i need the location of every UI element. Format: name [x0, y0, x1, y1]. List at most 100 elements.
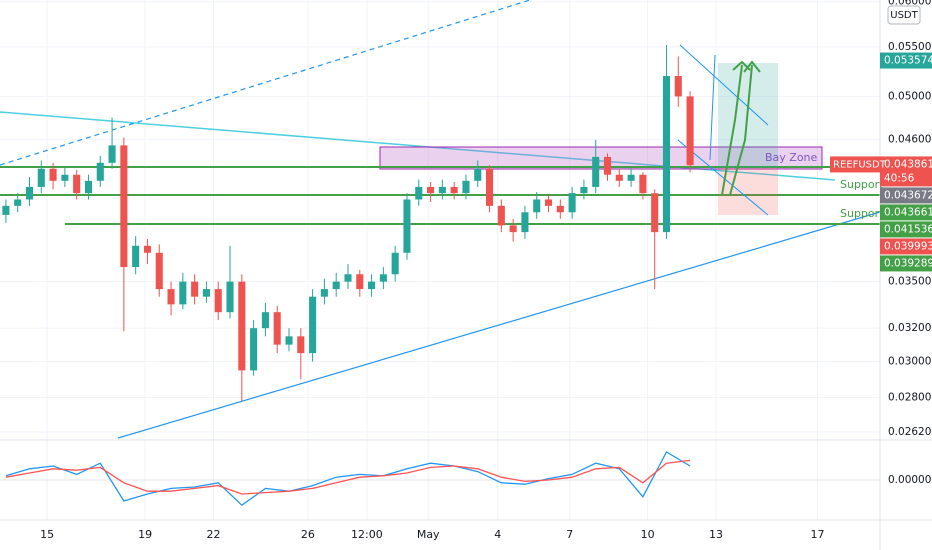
- price-tag-label: 0.039993: [884, 240, 932, 252]
- candle-body: [544, 199, 553, 206]
- currency-box: USDT: [887, 5, 921, 25]
- candle-body: [368, 281, 376, 290]
- x-tick-label: 17: [810, 528, 824, 541]
- arrow-head: [743, 60, 761, 73]
- price-tag-label: 0.039289: [884, 257, 932, 269]
- candle-body: [686, 96, 694, 166]
- candle-body: [603, 156, 612, 175]
- price-tag-box: [880, 204, 932, 221]
- x-tick-label: 15: [40, 528, 54, 541]
- candle-body: [191, 281, 199, 297]
- candle-body: [73, 174, 81, 194]
- stop-box: [718, 168, 778, 215]
- candle-body: [320, 289, 328, 297]
- candle-body: [226, 281, 234, 313]
- x-tick-label: 19: [138, 528, 152, 541]
- x-tick-label: 7: [566, 528, 573, 541]
- price-tag-box: [880, 255, 932, 272]
- x-tick-label: 10: [641, 528, 655, 541]
- wedge-line: [679, 44, 769, 126]
- countdown: 40:56: [884, 172, 915, 184]
- price-tag: 0.053574: [880, 52, 932, 69]
- price-tag: 0.043861 40:56 REEFUSDT: [830, 156, 932, 187]
- candle-body: [415, 186, 423, 200]
- candle-body: [250, 328, 258, 371]
- candle-body: [521, 212, 529, 233]
- trend-line-dashed: [0, 0, 531, 166]
- candle-body: [509, 225, 517, 233]
- price-tag: 0.043672: [880, 187, 932, 204]
- x-tick-label: 22: [207, 528, 221, 541]
- candle-body: [438, 186, 446, 194]
- price-tag-label: 0.053574: [884, 55, 932, 67]
- price-tag: 0.039289: [880, 255, 932, 272]
- macd-line: [5, 459, 691, 495]
- y-tick-label: 0.026200: [888, 426, 932, 438]
- support-trend-line: [117, 211, 881, 439]
- price-tag-box: [880, 187, 932, 204]
- arrow: [721, 64, 743, 196]
- candle-body: [273, 312, 281, 345]
- candle-body: [84, 180, 93, 194]
- candle-body: [391, 252, 399, 275]
- candle-body: [202, 289, 210, 297]
- candle-body: [332, 281, 340, 290]
- price-tag: 0.039993: [880, 238, 932, 255]
- arrow: [729, 64, 753, 196]
- candle-body: [167, 289, 175, 305]
- candle-body: [344, 274, 352, 282]
- candle-body: [379, 274, 387, 282]
- candle-body: [108, 145, 116, 163]
- price-tag-label: 0.043672: [884, 189, 932, 201]
- candle-body: [261, 312, 269, 329]
- candle-body: [61, 174, 69, 181]
- candle-body: [143, 245, 151, 253]
- candle-body: [309, 296, 317, 354]
- candle-body: [580, 186, 588, 194]
- candle-body: [674, 76, 682, 97]
- wedge-line: [709, 54, 716, 161]
- x-tick-label: 12:00: [351, 528, 383, 541]
- candle-body: [14, 199, 22, 206]
- candle-body: [662, 76, 671, 233]
- candle-body: [356, 274, 364, 290]
- price-tag-label: 0.043861: [884, 158, 932, 170]
- candle-body: [132, 245, 140, 267]
- candle-body: [120, 145, 128, 267]
- price-tag: 0.043661: [880, 204, 932, 221]
- currency-label: USDT: [890, 10, 918, 21]
- macd-line: [5, 451, 691, 507]
- x-tick-label: 13: [709, 528, 723, 541]
- candle-body: [592, 156, 600, 187]
- price-tag-label: 0.043661: [884, 206, 932, 218]
- candle-body: [639, 174, 647, 194]
- annotation: Support: [840, 207, 884, 220]
- bay-zone-box: [379, 146, 823, 170]
- candle-body: [2, 205, 10, 215]
- candle-body: [497, 205, 505, 226]
- x-tick-label: 4: [494, 528, 501, 541]
- candle-body: [427, 186, 435, 194]
- candle-body: [556, 205, 564, 213]
- candle-body: [486, 168, 494, 206]
- candle-body: [651, 193, 659, 233]
- x-tick-label: May: [417, 528, 440, 541]
- price-tag-box: [880, 221, 932, 238]
- candle-body: [615, 174, 623, 181]
- candle-body: [285, 336, 293, 345]
- candle-body: [179, 281, 187, 305]
- candle-body: [403, 199, 411, 253]
- candle-body: [214, 289, 222, 313]
- price-tag-box: [880, 238, 932, 255]
- candle-body: [568, 193, 576, 213]
- candle-body: [450, 186, 458, 194]
- price-tag-label: 0.041536: [884, 223, 932, 235]
